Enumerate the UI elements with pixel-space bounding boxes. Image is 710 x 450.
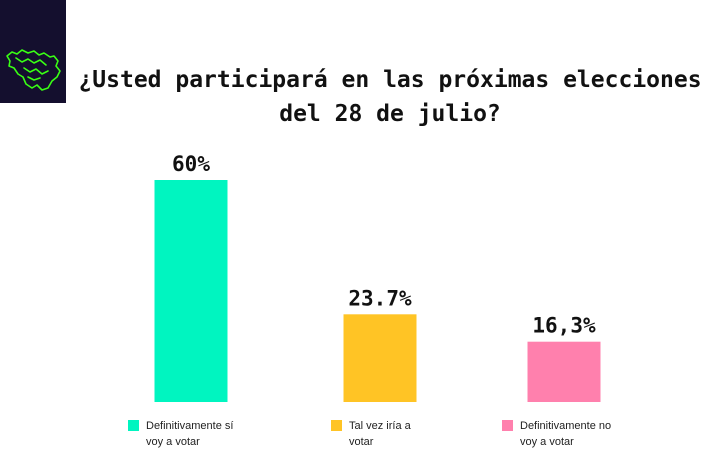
data-label-1: 60% [172, 152, 210, 176]
chart-title: ¿Usted participará en las próximas elecc… [70, 63, 710, 131]
legend-label: Tal vez iría a votar [349, 418, 469, 450]
legend-swatch [128, 420, 139, 431]
bar-2 [343, 314, 417, 402]
legend-swatch [331, 420, 342, 431]
legend-label-line: Definitivamente no [520, 420, 612, 432]
legend-label-line: Tal vez iría a [349, 420, 411, 432]
legend-swatch [502, 420, 513, 431]
chart-title-line-1: ¿Usted participará en las próximas elecc… [78, 67, 702, 93]
legend-label-line: votar [349, 436, 374, 448]
data-label-2: 23.7% [348, 286, 412, 310]
data-label-3: 16,3% [532, 314, 596, 338]
legend-label: Definitivamente no voy a votar [520, 418, 640, 450]
bar-1 [154, 180, 228, 402]
venezuela-map-icon [6, 49, 61, 91]
logo-box [0, 0, 66, 103]
legend-label-line: voy a votar [146, 436, 200, 448]
legend-label-line: Definitivamente sí [146, 420, 234, 432]
legend-label: Definitivamente sí voy a votar [146, 418, 266, 450]
chart-title-line-2: del 28 de julio? [279, 101, 501, 127]
bar-3 [527, 341, 601, 402]
legend-label-line: voy a votar [520, 436, 574, 448]
